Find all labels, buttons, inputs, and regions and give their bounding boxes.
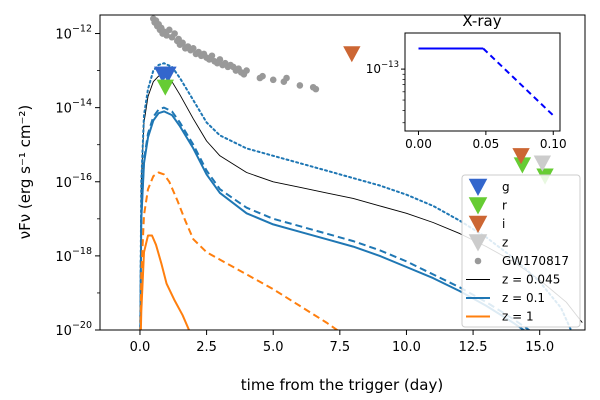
marker-i — [512, 148, 530, 165]
xray-inset: X-ray 0.00 0.05 0.10 10−13 — [366, 12, 567, 151]
legend-label: GW170817 — [502, 254, 569, 268]
inset-ticks: 0.00 0.05 0.10 10−13 — [366, 60, 567, 151]
legend-box — [461, 174, 581, 328]
series-line-1 — [139, 110, 526, 330]
y-axis-label: νFν (erg s⁻¹ cm⁻²) — [16, 105, 34, 240]
x-axis-ticks: 0.0 2.5 5.0 7.5 10.0 12.5 15.0 — [130, 330, 554, 355]
gw170817-point — [171, 30, 178, 37]
y-tick-label: 10−16 — [55, 172, 92, 191]
gw170817-point — [208, 52, 216, 60]
marker-r — [156, 79, 174, 96]
main-plot-points — [149, 15, 554, 185]
x-tick-label: 10.0 — [392, 340, 421, 355]
legend-marker-g — [468, 178, 488, 196]
inset-title: X-ray — [462, 12, 501, 30]
x-axis-label: time from the trigger (day) — [241, 376, 443, 394]
inset-frame — [404, 32, 561, 132]
y-tick-label: 10−14 — [55, 98, 92, 117]
legend-marker-r — [468, 197, 488, 215]
legend-label: g — [502, 180, 510, 194]
legend-label: r — [502, 199, 507, 213]
series-line-5 — [139, 171, 339, 330]
series-line-2 — [139, 106, 531, 330]
y-tick-label: 10−18 — [55, 246, 92, 265]
y-axis-ticks: 10−20 10−18 10−16 10−14 10−12 — [55, 24, 100, 339]
y-tick-label: 10−12 — [55, 24, 92, 43]
main-plot-frame — [99, 14, 586, 331]
gw170817-point — [283, 74, 290, 82]
gw170817-point — [216, 56, 224, 63]
gw170817-point — [269, 76, 277, 84]
gw170817-point — [312, 85, 320, 93]
x-tick-label: 5.0 — [263, 340, 284, 355]
y-tick-label: 10−20 — [55, 320, 92, 339]
legend-marker-i — [468, 215, 488, 233]
legend-marker-z — [468, 234, 488, 252]
series-line-4 — [139, 234, 191, 330]
gw170817-point — [179, 39, 186, 47]
marker-i — [343, 46, 361, 63]
legend-marker-gw170817 — [474, 257, 482, 265]
inset-dashed-line — [482, 47, 554, 117]
marker-g — [159, 66, 177, 83]
legend-label: z = 0.045 — [502, 273, 560, 287]
x-tick-label: 0.0 — [130, 340, 151, 355]
inset-x-tick-label: 0.10 — [540, 137, 567, 151]
gw170817-point — [259, 72, 266, 80]
gw170817-point — [296, 82, 304, 89]
inset-lines — [418, 47, 554, 117]
inset-x-tick-label: 0.05 — [473, 137, 500, 151]
legend-label: z = 1 — [502, 310, 534, 324]
marker-r — [513, 157, 532, 174]
x-tick-label: 2.5 — [196, 340, 217, 355]
gw170817-point — [243, 67, 250, 74]
gw170817-point — [165, 26, 173, 34]
x-tick-label: 15.0 — [525, 340, 554, 355]
x-tick-label: 12.5 — [459, 340, 488, 355]
inset-x-tick-label: 0.00 — [405, 137, 432, 151]
gw170817-point — [163, 32, 170, 39]
legend-label: i — [502, 217, 505, 231]
legend-label: z — [502, 236, 508, 250]
marker-z — [533, 155, 552, 172]
inset-y-tick-label: 10−13 — [366, 60, 399, 76]
x-tick-label: 7.5 — [329, 340, 350, 355]
legend-label: z = 0.1 — [502, 291, 545, 305]
gw170817-point — [189, 45, 197, 52]
